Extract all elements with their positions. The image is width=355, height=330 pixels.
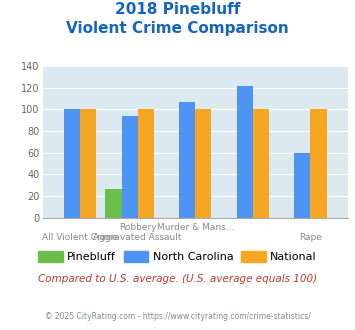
Bar xyxy=(195,109,211,218)
Legend: Pinebluff, North Carolina, National: Pinebluff, North Carolina, National xyxy=(34,247,321,266)
Bar xyxy=(179,102,195,218)
Bar xyxy=(64,109,80,218)
Bar xyxy=(311,109,327,218)
Text: Aggravated Assault: Aggravated Assault xyxy=(93,233,182,242)
Text: Compared to U.S. average. (U.S. average equals 100): Compared to U.S. average. (U.S. average … xyxy=(38,274,317,284)
Text: All Violent Crime: All Violent Crime xyxy=(42,233,118,242)
Text: Violent Crime Comparison: Violent Crime Comparison xyxy=(66,21,289,36)
Text: Robbery: Robbery xyxy=(119,223,157,232)
Text: 2018 Pinebluff: 2018 Pinebluff xyxy=(115,2,240,16)
Bar xyxy=(253,109,269,218)
Bar xyxy=(237,85,253,218)
Bar xyxy=(105,188,121,218)
Text: © 2025 CityRating.com - https://www.cityrating.com/crime-statistics/: © 2025 CityRating.com - https://www.city… xyxy=(45,312,310,321)
Bar xyxy=(121,116,138,218)
Bar xyxy=(138,109,154,218)
Bar xyxy=(80,109,96,218)
Text: Murder & Mans...: Murder & Mans... xyxy=(157,223,234,232)
Text: Rape: Rape xyxy=(299,233,322,242)
Bar xyxy=(294,153,311,218)
